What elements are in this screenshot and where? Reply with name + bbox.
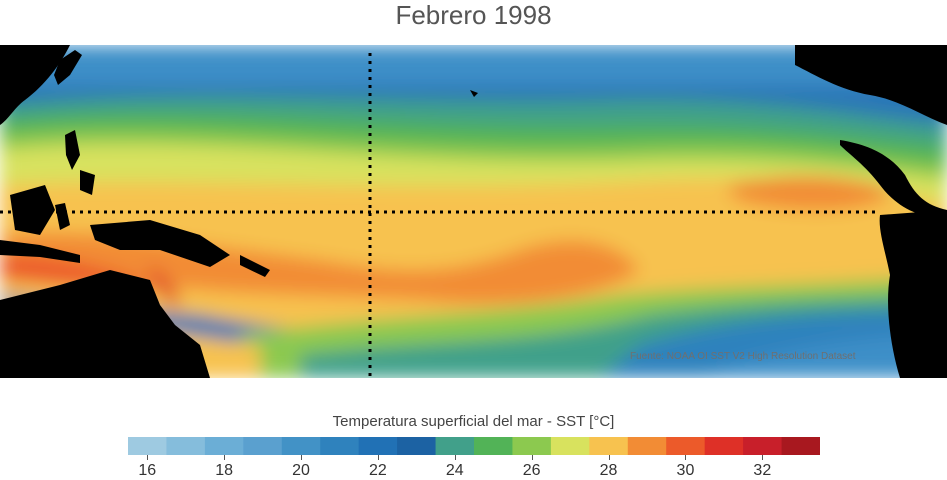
sst-field: [0, 45, 947, 378]
colorbar-tick-label: 28: [599, 462, 618, 479]
colorbar-ticks: 16 18 20 22 24 26 28 30 32: [0, 455, 947, 480]
solomons: [240, 255, 270, 277]
colorbar-tick-mark: [377, 455, 379, 460]
colorbar-swatch: [358, 437, 398, 455]
colorbar-swatch: [243, 437, 283, 455]
colorbar-swatch: [666, 437, 706, 455]
colorbar-swatch: [474, 437, 513, 455]
colorbar-swatch: [435, 437, 475, 455]
colorbar-tick-label: 20: [292, 462, 310, 479]
colorbar-swatch: [397, 437, 437, 455]
philippines-south: [80, 170, 95, 195]
colorbar-tick-label: 16: [138, 462, 157, 479]
colorbar-swatch: [589, 437, 629, 455]
colorbar-tick-label: 30: [676, 462, 695, 479]
colorbar-tick-mark: [224, 455, 226, 460]
colorbar-swatch: [320, 437, 360, 455]
hawaii: [470, 90, 478, 97]
colorbar-swatch: [704, 437, 744, 455]
colorbar-tick-label: 26: [522, 462, 541, 479]
colorbar-tick-mark: [762, 455, 764, 460]
colorbar-swatch: [281, 437, 321, 455]
colorbar-tick-label: 32: [753, 462, 772, 479]
sulawesi: [55, 203, 70, 230]
colorbar-swatch: [743, 437, 783, 455]
colorbar-tick-label: 24: [445, 462, 464, 479]
source-credit: Fuente: NOAA OI SST V2 High Resolution D…: [630, 351, 856, 362]
australia: [0, 270, 210, 378]
colorbar-tick-mark: [147, 455, 149, 460]
japan: [54, 50, 82, 85]
land-masses: [0, 45, 947, 378]
colorbar-tick-mark: [531, 455, 533, 460]
new-guinea: [90, 220, 230, 267]
java-sumatra: [0, 240, 80, 263]
colorbar-tick-mark: [608, 455, 610, 460]
colorbar-swatch: [166, 437, 206, 455]
colorbar-swatch: [204, 437, 244, 455]
colorbar-swatch: [627, 437, 667, 455]
borneo: [10, 185, 55, 235]
colorbar-tick-label: 18: [215, 462, 234, 479]
colorbar-tick-label: 22: [368, 462, 387, 479]
north-america: [795, 45, 947, 125]
map-title: Febrero 1998: [395, 0, 552, 30]
colorbar-swatch: [512, 437, 552, 455]
colorbar-tick-mark: [685, 455, 687, 460]
colorbar-swatch: [550, 437, 590, 455]
colorbar-swatch: [128, 437, 167, 455]
central-america: [840, 140, 947, 220]
colorbar-tick-mark: [454, 455, 456, 460]
colorbar-tick-mark: [301, 455, 302, 460]
colorbar-label: Temperatura superficial del mar - SST [°…: [332, 413, 615, 430]
south-america: [879, 210, 947, 378]
asia-coast: [0, 45, 70, 125]
philippines: [65, 130, 80, 170]
sst-map: [0, 45, 947, 378]
colorbar-swatch: [781, 437, 820, 455]
colorbar: [128, 437, 820, 455]
